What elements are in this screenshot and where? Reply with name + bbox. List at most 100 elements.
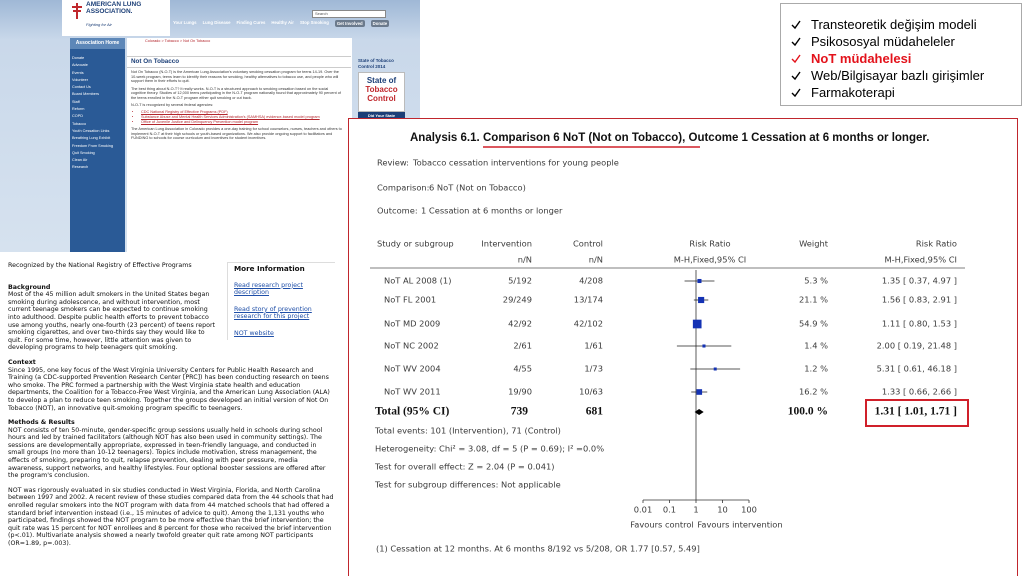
- paragraph: Most of the 45 million adult smokers in …: [8, 291, 216, 352]
- badge-line: Tobacco: [365, 85, 398, 94]
- intervention-count: 29/249: [502, 294, 531, 304]
- link[interactable]: Office of Juvenile Justice and Delinquen…: [141, 120, 343, 125]
- effect-square: [713, 367, 717, 370]
- ci-label: 1.33 [ 0.66, 2.66 ]: [881, 386, 956, 396]
- site-nav: Your Lungs Lung Disease Finding Cures Healt…: [173, 20, 390, 27]
- more-info-link[interactable]: Read story of prevention research for th…: [234, 305, 312, 321]
- checklist-item: Farmakoterapi: [791, 84, 1021, 101]
- nav-link[interactable]: Healthy Air: [271, 20, 294, 25]
- ci-label: 5.31 [ 0.61, 46.18 ]: [876, 363, 956, 373]
- sidebar-link[interactable]: Volunteer: [72, 77, 89, 82]
- promo-badge[interactable]: State of Tobacco Control: [358, 72, 405, 112]
- promo-button[interactable]: Did Your State: [358, 112, 405, 119]
- effect-square: [697, 296, 704, 303]
- sidebar-link[interactable]: Freedom From Smoking: [72, 143, 113, 148]
- logo-name: AMERICAN LUNG ASSOCIATION.: [86, 1, 142, 15]
- study-name: NoT FL 2001: [384, 294, 436, 304]
- link[interactable]: CDC National Registry of Effective Progr…: [141, 110, 343, 115]
- total-name: Total (95% CI): [375, 405, 449, 417]
- check-icon: [791, 88, 801, 97]
- logo-cross: [72, 3, 82, 19]
- control-count: 1/61: [584, 340, 603, 350]
- section-heading: Background: [8, 283, 51, 291]
- weight-label: 21.1 %: [799, 294, 828, 304]
- x-tick-label: 100: [741, 504, 757, 514]
- check-icon: [791, 37, 801, 46]
- study-name: NoT WV 2011: [384, 386, 441, 396]
- study-name: NoT WV 2004: [384, 363, 441, 373]
- more-info: More Information Read research project d…: [227, 262, 335, 340]
- sidebar-link[interactable]: Breathing Lung Exhibit: [72, 136, 111, 141]
- page-heading: Not On Tobacco: [127, 56, 351, 68]
- note: Total events: 101 (Intervention), 71 (Co…: [374, 425, 561, 435]
- control-count: 4/208: [579, 275, 603, 285]
- sidebar-link[interactable]: Reform: [72, 107, 85, 112]
- promo: State of Tobacco Control 2014 State of T…: [358, 38, 418, 119]
- x-tick-label: 0.1: [662, 504, 675, 514]
- nav-link[interactable]: Lung Disease: [202, 20, 231, 25]
- sidebar-link[interactable]: Board Members: [72, 92, 100, 97]
- total-intervention: 739: [510, 405, 528, 417]
- ci-label: 1.11 [ 0.80, 1.53 ]: [881, 318, 956, 328]
- sidebar-link[interactable]: Events: [72, 70, 84, 75]
- col-header: Weight: [799, 238, 829, 248]
- x-tick-label: 10: [717, 504, 728, 514]
- effect-square: [696, 278, 701, 283]
- review-label: Review:: [377, 157, 409, 167]
- outcome-label: Outcome:: [377, 205, 418, 215]
- checklist-item: NoT müdahelesi: [791, 50, 1021, 67]
- more-info-link[interactable]: Read research project description: [234, 281, 303, 297]
- check-mark: [791, 88, 801, 97]
- control-count: 10/63: [579, 386, 603, 396]
- website-screenshot: AMERICAN LUNG ASSOCIATION. Fighting for …: [0, 0, 420, 252]
- intervention-count: 5/192: [508, 275, 532, 285]
- nav-link[interactable]: Your Lungs: [173, 20, 197, 25]
- weight-label: 16.2 %: [799, 386, 828, 396]
- weight-label: 1.2 %: [804, 363, 828, 373]
- nav-link[interactable]: Stop Smoking: [299, 20, 329, 25]
- site-content: Colorado > Tobacco > Not On Tobacco Not …: [127, 38, 352, 252]
- control-count: 1/73: [584, 363, 603, 373]
- paragraph: Since 1995, one key focus of the West Vi…: [8, 366, 330, 412]
- col-subheader: M-H,Fixed,95% CI: [673, 254, 745, 264]
- check-mark: [791, 54, 801, 63]
- search-box[interactable]: Search: [312, 10, 386, 18]
- sidebar-link[interactable]: Tobacco: [72, 121, 87, 126]
- total-ci: 1.31 [ 1.01, 1.71 ]: [874, 405, 956, 417]
- checklist: Transteoretik değişim modeli Psikososyal …: [780, 3, 1022, 106]
- comparison-text: 6 NoT (Not on Tobacco): [429, 182, 526, 192]
- intervention-count: 4/55: [513, 363, 532, 373]
- check-icon: [791, 71, 801, 80]
- footnote: (1) Cessation at 12 months. At 6 months …: [376, 543, 700, 553]
- sidebar-link[interactable]: Advocate: [72, 63, 88, 68]
- col-subheader: n/N: [517, 254, 531, 264]
- sidebar-link[interactable]: Staff: [72, 99, 80, 104]
- x-tick-label: 0.01: [633, 504, 651, 514]
- sidebar-link[interactable]: Research: [72, 165, 89, 170]
- analysis-title: Comparison 6 NoT (Not on Tobacco), Outco…: [483, 132, 929, 144]
- x-tick-label: 1: [693, 504, 698, 514]
- nav-link[interactable]: Get Involved: [334, 20, 365, 27]
- total-diamond: [694, 408, 704, 415]
- nav-link[interactable]: Donate: [370, 20, 390, 27]
- checklist-text: NoT müdahelesi: [811, 51, 912, 66]
- nav-link[interactable]: Finding Cures: [236, 20, 266, 25]
- sidebar-link[interactable]: Youth Cessation Links: [72, 128, 110, 133]
- forest-plot-panel: Analysis 6.1. Comparison 6 NoT (Not on T…: [348, 118, 1018, 576]
- sidebar-link[interactable]: COPD: [72, 114, 83, 119]
- intervention-count: 2/61: [513, 340, 532, 350]
- section-heading: Methods & Results: [8, 419, 75, 427]
- sidebar-link[interactable]: Quit Smoking: [72, 150, 95, 155]
- link[interactable]: Substance Abuse and Mental Health Servic…: [141, 115, 343, 120]
- sidebar-link[interactable]: Donate: [72, 56, 85, 60]
- comparison-label: Comparison:: [377, 182, 429, 192]
- checklist-text: Transteoretik değişim modeli: [811, 17, 977, 32]
- note: Test for overall effect: Z = 2.04 (P = 0…: [374, 461, 555, 471]
- badge-line: State of: [366, 76, 397, 85]
- more-info-link[interactable]: NOT website: [234, 329, 274, 337]
- link-list: CDC National Registry of Effective Progr…: [141, 110, 343, 124]
- study-name: NoT AL 2008 (1): [384, 275, 451, 285]
- sidebar-link[interactable]: Contact Us: [72, 85, 91, 90]
- sidebar-link[interactable]: Clean Air: [72, 158, 88, 163]
- total-control: 681: [585, 405, 603, 417]
